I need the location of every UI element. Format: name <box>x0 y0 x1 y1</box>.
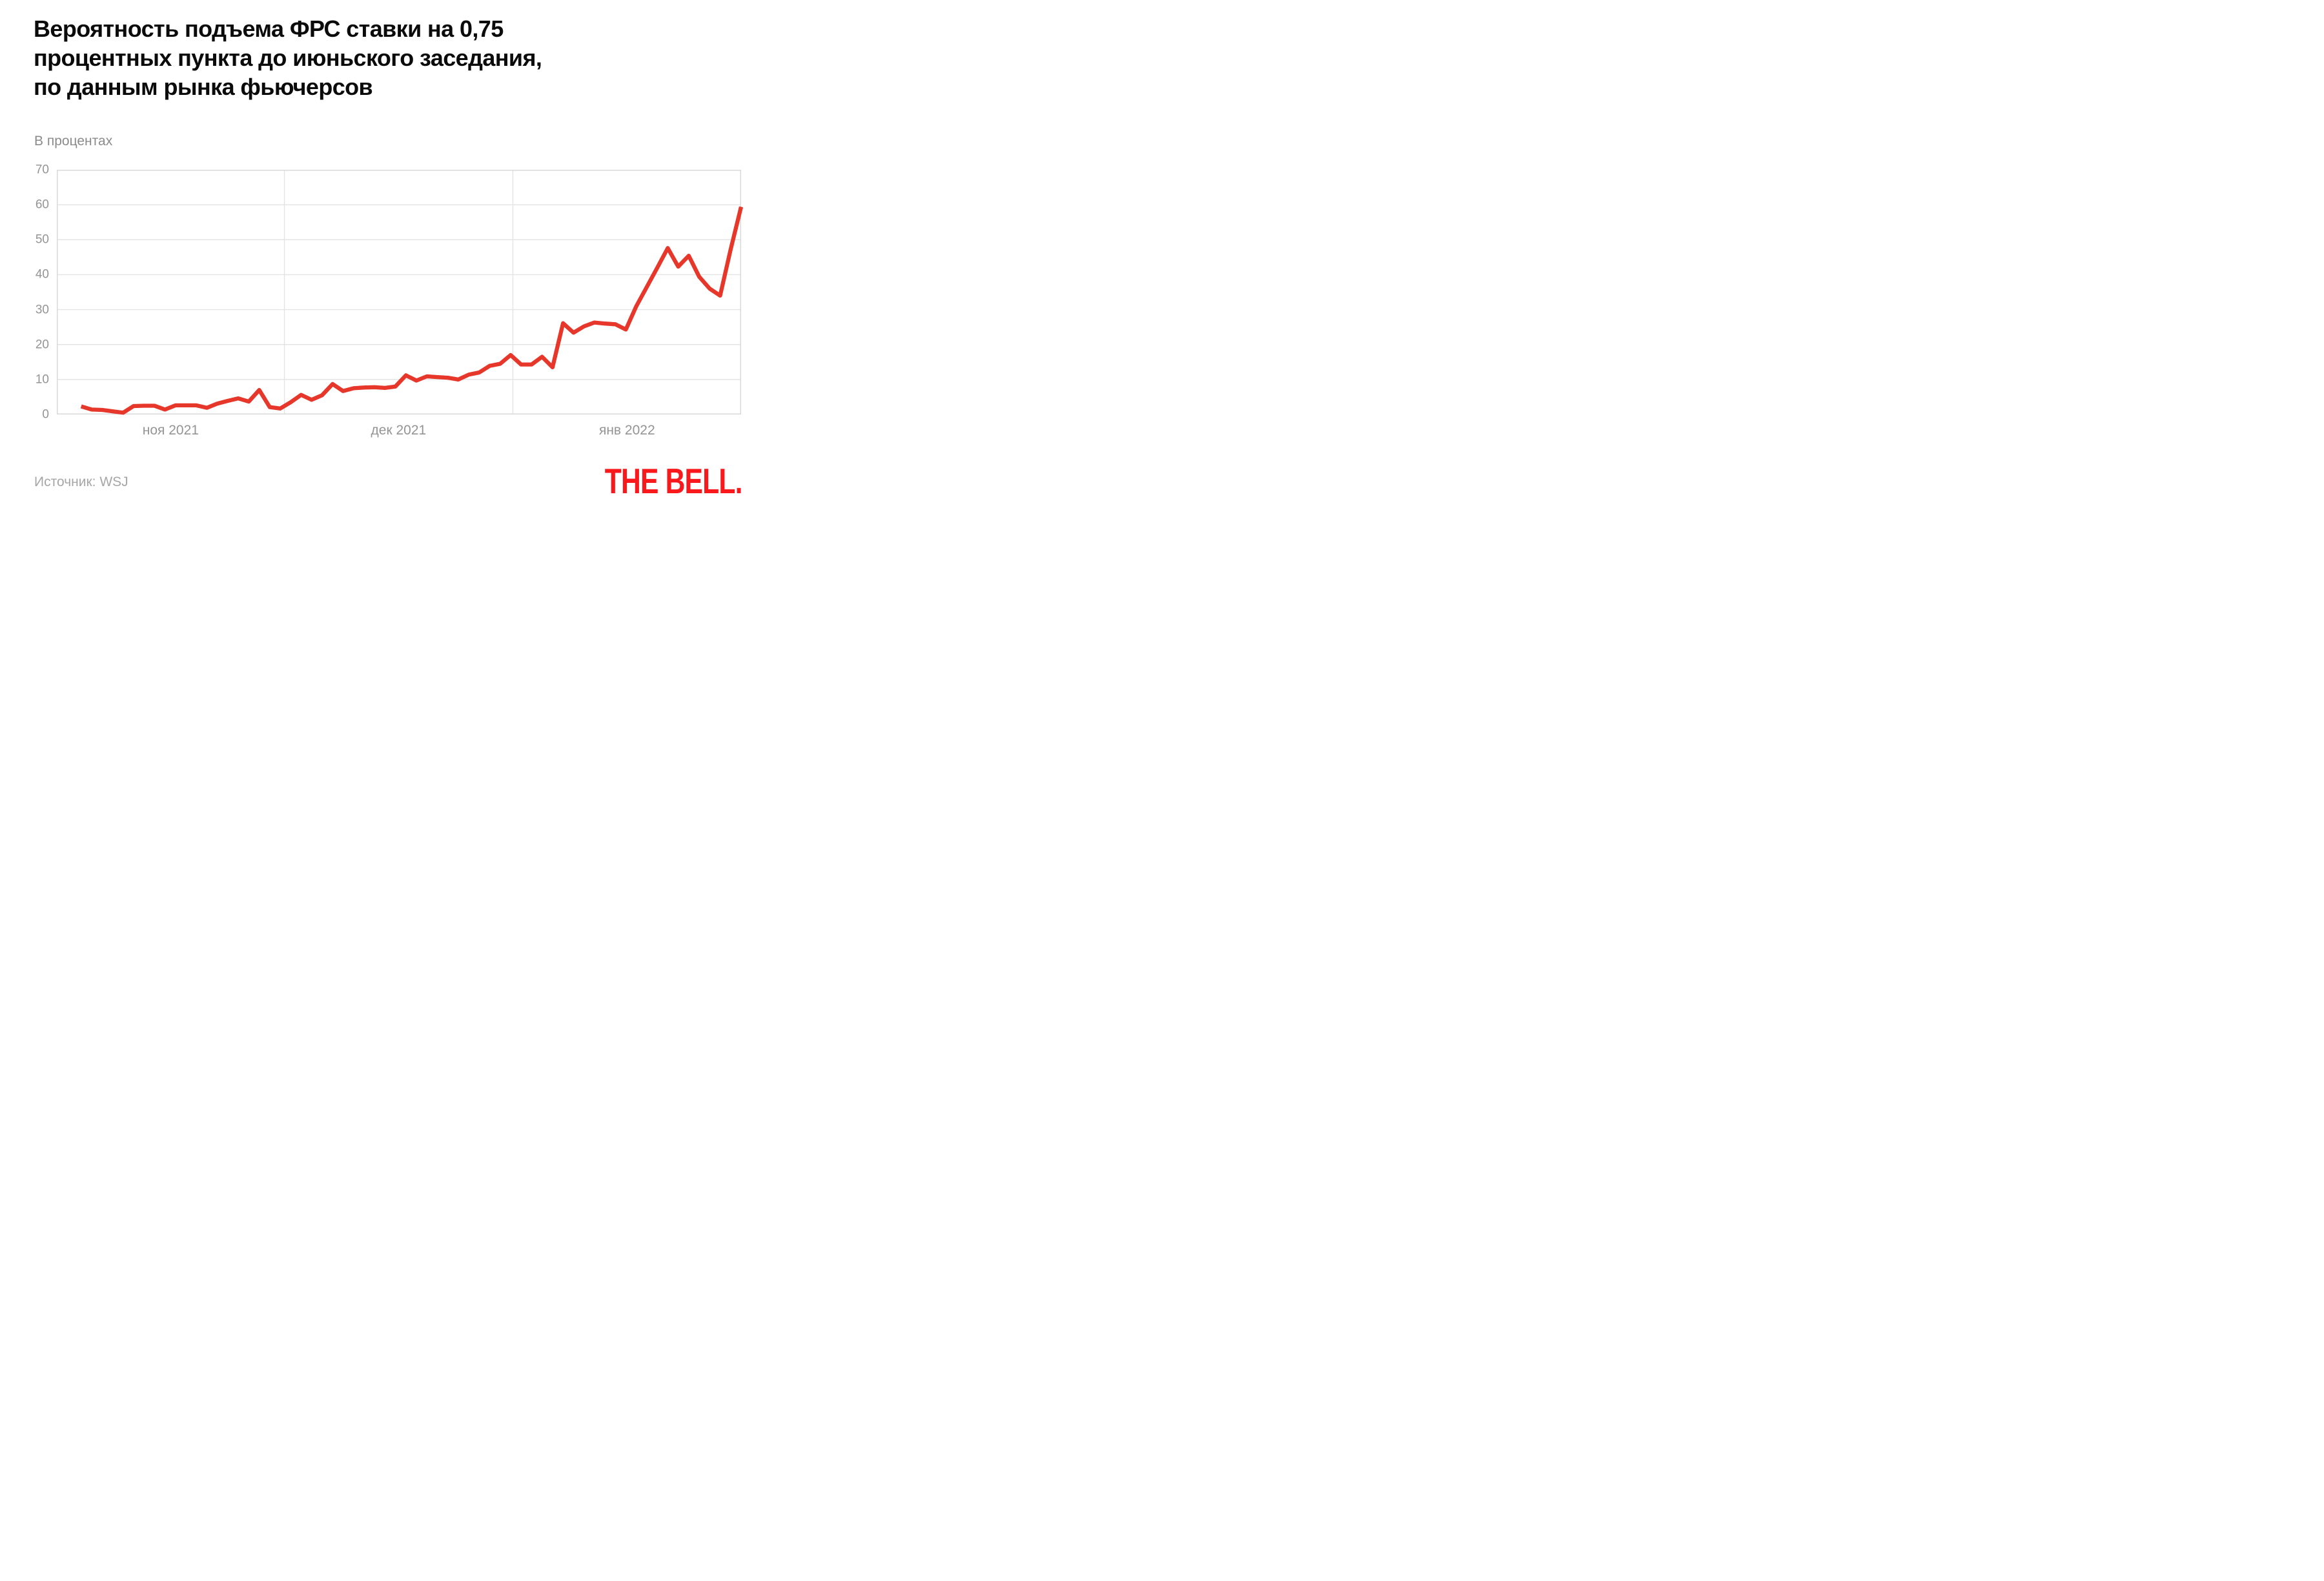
chart-title-line-3: по данным рынка фьючерсов <box>34 74 373 100</box>
x-tick-label: ноя 2021 <box>142 423 199 438</box>
x-axis-tick-labels: ноя 2021 дек 2021 янв 2022 <box>57 423 741 442</box>
plot-area <box>57 170 744 415</box>
chart-title-line-1: Вероятность подъема ФРС ставки на 0,75 <box>34 15 504 42</box>
x-tick-label: янв 2022 <box>598 423 655 438</box>
chart-title: Вероятность подъема ФРС ставки на 0,75 п… <box>34 14 744 101</box>
y-tick-label-50: 50 <box>35 232 49 247</box>
chart-title-line-2: процентных пункта до июньского заседания… <box>34 45 542 71</box>
y-tick-label-10: 10 <box>35 372 49 387</box>
y-tick-label-70: 70 <box>35 163 49 177</box>
plot-border <box>57 170 741 414</box>
y-tick-label-0: 0 <box>42 407 49 422</box>
source-note: Источник: WSJ <box>34 474 128 489</box>
y-axis-units-label: В процентах <box>34 134 113 148</box>
infographic-page: Вероятность подъема ФРС ставки на 0,75 п… <box>0 0 775 527</box>
y-axis-tick-labels: 0 10 20 30 40 50 60 70 <box>0 164 49 421</box>
line-chart-svg <box>57 170 744 415</box>
y-tick-label-30: 30 <box>35 303 49 317</box>
y-tick-label-40: 40 <box>35 267 49 281</box>
x-tick-label: дек 2021 <box>371 423 427 438</box>
probability-line-series <box>80 206 744 415</box>
y-tick-label-20: 20 <box>35 338 49 352</box>
y-tick-label-60: 60 <box>35 198 49 212</box>
the-bell-logo: THE BELL. <box>605 462 743 502</box>
